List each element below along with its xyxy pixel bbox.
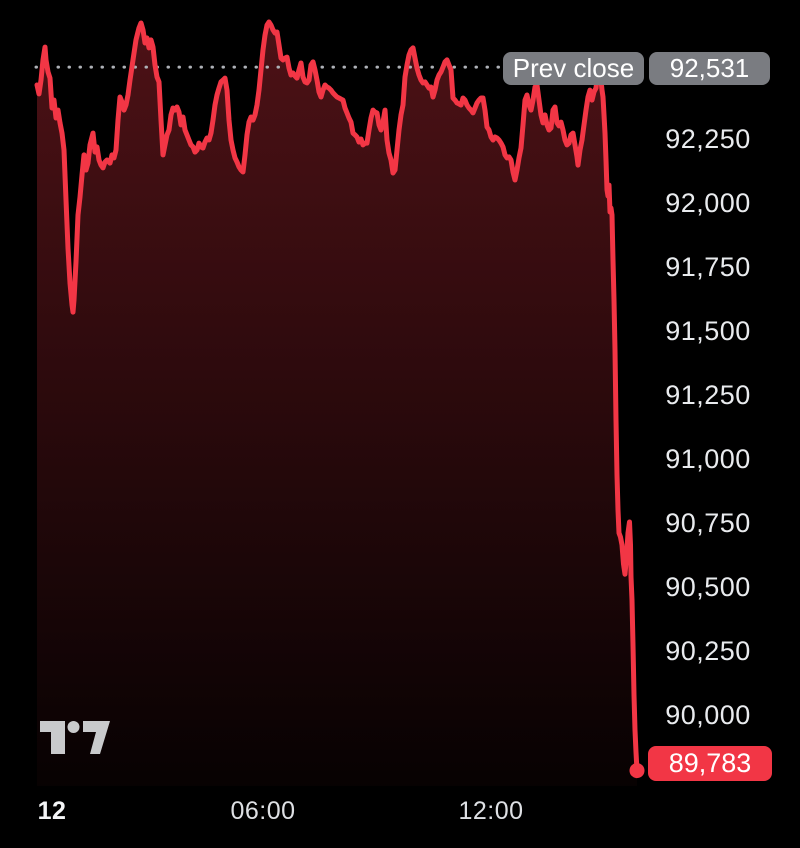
price-axis-label: 91,000 bbox=[665, 444, 751, 474]
time-axis-label: 12:00 bbox=[458, 797, 524, 825]
price-axis-label: 91,250 bbox=[665, 380, 751, 410]
prev-close-label-badge: Prev close bbox=[503, 52, 644, 85]
price-axis-label: 91,500 bbox=[665, 316, 751, 346]
price-axis-label: 92,000 bbox=[665, 188, 751, 218]
area-fill bbox=[37, 22, 637, 786]
price-axis-label: 92,250 bbox=[665, 124, 751, 154]
last-price-badge: 89,783 bbox=[648, 746, 772, 781]
last-price-dot bbox=[629, 763, 645, 779]
prev-close-value-badge: 92,531 bbox=[649, 52, 770, 85]
price-axis-label: 90,250 bbox=[665, 636, 751, 666]
price-axis-label: 91,750 bbox=[665, 252, 751, 282]
price-axis-label: 90,000 bbox=[665, 700, 751, 730]
time-axis-label: 12 bbox=[37, 797, 67, 825]
tradingview-logo-icon[interactable] bbox=[40, 721, 110, 755]
price-line bbox=[34, 19, 640, 774]
price-axis-label: 90,750 bbox=[665, 508, 751, 538]
time-axis-label: 06:00 bbox=[230, 797, 296, 825]
price-axis-label: 90,500 bbox=[665, 572, 751, 602]
